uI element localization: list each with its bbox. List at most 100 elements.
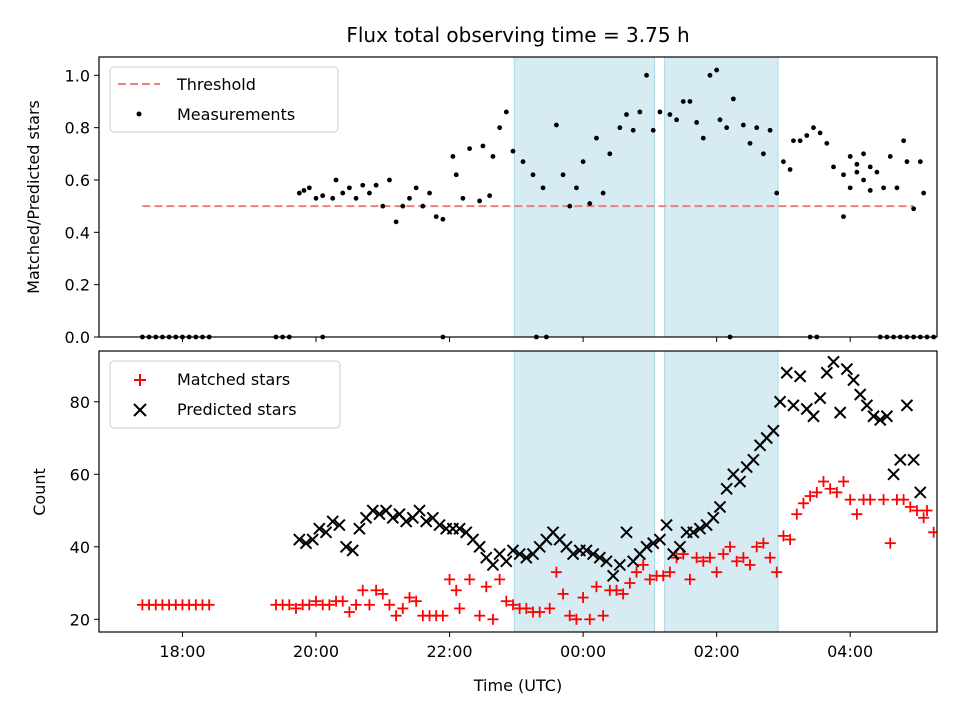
matched-star-point (590, 581, 602, 593)
matched-star-point (724, 541, 736, 553)
predicted-star-point (373, 507, 386, 521)
measurement-point (600, 190, 606, 196)
matched-star-point (657, 570, 669, 582)
bottom-y-axis-label: Count (30, 468, 49, 516)
matched-star-point (711, 566, 723, 578)
measurement-point (320, 193, 326, 199)
predicted-star-point (900, 399, 914, 412)
predicted-star-point (693, 522, 707, 535)
matched-star-point (704, 552, 716, 564)
matched-star-point (494, 573, 506, 585)
measurement-point (841, 214, 846, 220)
matched-star-point (797, 497, 809, 509)
measurement-point (296, 190, 302, 196)
matched-star-point (370, 584, 382, 596)
measurement-point (373, 182, 379, 188)
measurement-point (874, 169, 880, 175)
y-tick-label: 40 (70, 538, 90, 557)
matched-star-point (454, 602, 466, 614)
measurement-point (560, 172, 566, 178)
top-axes-frame (98, 56, 938, 338)
matched-star-point (624, 577, 636, 589)
measurement-point (714, 67, 720, 73)
matched-star-point (898, 494, 910, 506)
predicted-star-point (453, 522, 466, 535)
measurement-point (594, 135, 599, 141)
measurement-point (730, 96, 736, 102)
measurement-point (740, 122, 746, 128)
matched-star-point (831, 486, 843, 498)
predicted-star-point (399, 515, 413, 528)
measurement-point (767, 127, 773, 133)
matched-star-point (691, 552, 703, 564)
y-tick-label: 0.6 (65, 171, 90, 190)
matched-star-point (878, 494, 890, 506)
y-tick-label: 0.2 (65, 276, 90, 295)
matched-star-point (410, 595, 422, 607)
matched-star-point (377, 588, 389, 600)
predicted-star-point (486, 558, 500, 572)
measurement-point (460, 195, 466, 201)
matched-star-point (731, 555, 743, 567)
predicted-star-point (600, 555, 613, 568)
measurement-point (917, 159, 923, 165)
matched-star-point (390, 610, 402, 622)
measurement-point (854, 161, 860, 167)
predicted-star-point (366, 504, 379, 517)
predicted-star-point (419, 515, 433, 528)
y-tick-label: 80 (70, 393, 90, 412)
legend-measurement-swatch (136, 111, 142, 117)
measurement-point (407, 195, 412, 201)
matched-star-point (757, 537, 769, 549)
measurement-point (607, 151, 613, 157)
matched-star-point (464, 573, 476, 585)
measurement-point (904, 159, 910, 165)
top-shaded-interval-1 (664, 56, 779, 338)
predicted-star-point (833, 406, 847, 419)
measurement-point (574, 185, 579, 191)
measurement-point (503, 109, 509, 115)
measurement-point (894, 185, 900, 191)
measurement-point (306, 185, 312, 191)
matched-star-point (310, 595, 322, 607)
matched-star-point (500, 595, 512, 607)
predicted-star-point (613, 558, 627, 572)
measurement-point (797, 138, 803, 144)
measurement-point (747, 140, 753, 146)
measurement-point (477, 198, 483, 204)
predicted-star-point (313, 522, 326, 535)
predicted-star-point (854, 388, 867, 401)
predicted-star-point (720, 482, 733, 495)
top-y-axis-label: Matched/Predicted stars (24, 100, 43, 294)
matched-star-point (403, 592, 415, 604)
matched-star-point (771, 566, 783, 578)
matched-star-point (737, 552, 749, 564)
measurement-point (313, 195, 319, 201)
legend-matched-label: Matched stars (177, 370, 290, 389)
top-y-ticks: 0.0 0.2 0.4 0.6 0.8 1.0 (65, 66, 99, 347)
predicted-star-point (326, 515, 339, 528)
matched-star-point (283, 599, 295, 611)
bottom-x-ticks: 18:00 20:00 22:00 00:00 02:00 04:00 (159, 632, 873, 661)
matched-star-point (550, 566, 562, 578)
measurement-point (824, 140, 830, 146)
measurement-point (427, 190, 432, 196)
predicted-star-point (580, 544, 593, 557)
legend-threshold-label: Threshold (176, 75, 256, 94)
y-tick-label: 20 (70, 610, 90, 629)
predicted-star-point (773, 395, 787, 408)
predicted-star-point (339, 540, 353, 554)
measurement-point (480, 143, 486, 149)
matched-star-point (610, 584, 622, 596)
matched-star-point (631, 566, 643, 578)
measurement-point (353, 195, 359, 201)
matched-star-point (520, 602, 532, 614)
measurement-point (467, 146, 472, 151)
matched-star-point (584, 613, 596, 625)
matched-star-point (303, 599, 315, 611)
matched-star-point (597, 610, 609, 622)
measurement-point (580, 159, 586, 165)
measurement-point (817, 130, 823, 136)
measurement-point (453, 172, 459, 178)
measurement-point (847, 154, 853, 159)
